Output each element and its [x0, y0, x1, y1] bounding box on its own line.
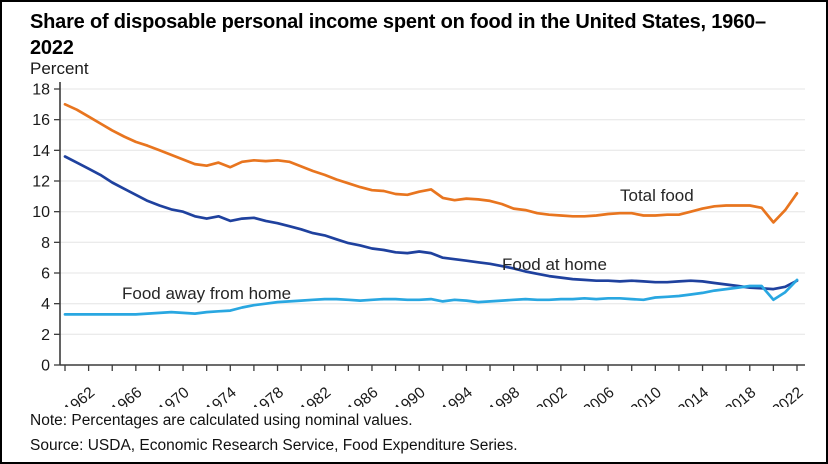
x-tick-label: 1982 [297, 384, 334, 407]
series-label-food-away-from-home: Food away from home [122, 284, 291, 303]
line-chart: 0 2 4 6 8 10 12 14 16 18 1962 1966 1970 1974 1978 1982 1… [32, 82, 806, 408]
series-line-total-food [63, 102, 799, 224]
x-tick-label: 1962 [61, 384, 98, 407]
note-text: Note: Percentages are calculated using n… [30, 412, 413, 429]
x-tick-label: 1994 [439, 384, 477, 407]
x-tick-label: 1990 [391, 384, 429, 407]
series-label-food-at-home: Food at home [502, 255, 607, 274]
y-tick-label: 12 [32, 174, 50, 191]
x-tick-label: 1966 [108, 384, 145, 407]
y-tick-label: 4 [41, 296, 50, 313]
y-tick-label: 0 [41, 358, 50, 375]
y-tick-label: 10 [32, 204, 50, 221]
x-tick-label: 2022 [769, 384, 806, 407]
x-tick-label: 2014 [675, 384, 713, 407]
x-tick-label: 1998 [486, 384, 523, 407]
x-tick-label: 1978 [250, 384, 287, 407]
y-tick-label: 18 [32, 82, 50, 99]
series-line-food-at-home [63, 155, 799, 291]
y-tick-label: 16 [32, 112, 50, 129]
series-label-total-food: Total food [620, 186, 694, 205]
y-axis-unit-label: Percent [30, 59, 89, 78]
x-tick-label: 2006 [580, 384, 617, 407]
series-line-food-away-from-home [63, 278, 799, 316]
x-tick-label: 2002 [533, 384, 570, 407]
source-text: Source: USDA, Economic Research Service,… [30, 437, 518, 454]
x-tick-label: 1974 [203, 384, 241, 407]
x-tick-label: 1970 [155, 384, 193, 407]
y-tick-label: 6 [41, 266, 50, 283]
x-tick-label: 2018 [722, 384, 759, 407]
y-tick-label: 14 [32, 143, 50, 160]
y-tick-label: 8 [41, 235, 50, 252]
y-tick-label: 2 [41, 327, 50, 344]
chart-title: Share of disposable personal income spen… [30, 11, 766, 59]
x-tick-label: 2010 [628, 384, 666, 407]
x-tick-label: 1986 [344, 384, 381, 407]
